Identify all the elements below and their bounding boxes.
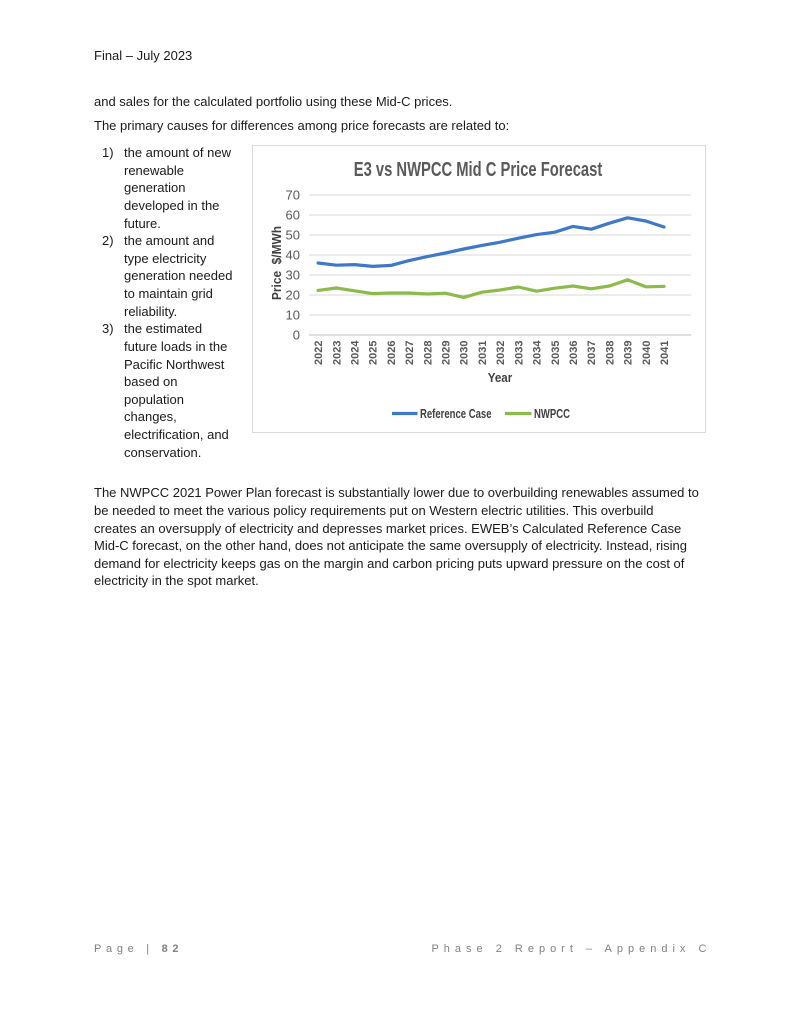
svg-text:2032: 2032 xyxy=(495,340,507,364)
svg-text:2039: 2039 xyxy=(623,340,635,364)
svg-text:60: 60 xyxy=(286,207,300,222)
svg-text:2025: 2025 xyxy=(368,340,380,364)
svg-text:NWPCC: NWPCC xyxy=(534,407,570,421)
svg-text:2026: 2026 xyxy=(386,340,398,364)
svg-text:50: 50 xyxy=(286,227,300,242)
svg-text:Price $/MWh: Price $/MWh xyxy=(269,225,284,299)
svg-text:2041: 2041 xyxy=(659,340,671,364)
svg-text:Reference Case: Reference Case xyxy=(420,407,492,421)
svg-text:2024: 2024 xyxy=(350,339,362,364)
svg-text:10: 10 xyxy=(286,307,300,322)
svg-text:30: 30 xyxy=(286,267,300,282)
svg-text:2029: 2029 xyxy=(441,340,453,364)
svg-text:2031: 2031 xyxy=(477,340,489,364)
svg-text:E3 vs NWPCC Mid C Price Foreca: E3 vs NWPCC Mid C Price Forecast xyxy=(354,158,603,180)
svg-text:2030: 2030 xyxy=(459,340,471,364)
svg-text:2028: 2028 xyxy=(422,340,434,364)
svg-text:2035: 2035 xyxy=(550,340,562,364)
svg-text:2027: 2027 xyxy=(404,340,416,364)
svg-text:2037: 2037 xyxy=(586,340,598,364)
svg-text:Year: Year xyxy=(488,370,513,384)
svg-text:2023: 2023 xyxy=(331,340,343,364)
svg-text:20: 20 xyxy=(286,287,300,302)
svg-text:2040: 2040 xyxy=(641,340,653,364)
svg-text:2036: 2036 xyxy=(568,340,580,364)
svg-text:0: 0 xyxy=(293,327,300,342)
svg-text:40: 40 xyxy=(286,247,300,262)
svg-text:2022: 2022 xyxy=(313,340,325,364)
svg-text:2033: 2033 xyxy=(513,340,525,364)
svg-text:70: 70 xyxy=(286,187,300,202)
svg-text:2034: 2034 xyxy=(532,339,544,364)
svg-text:2038: 2038 xyxy=(604,340,616,364)
